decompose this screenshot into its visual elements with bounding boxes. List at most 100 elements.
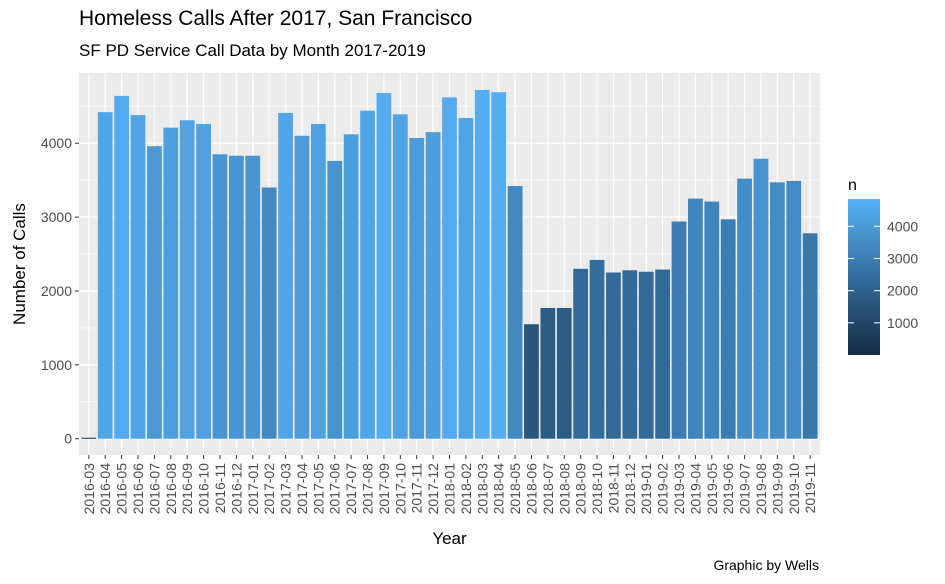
x-tick-label: 2016-09 [179,463,195,515]
chart-title: Homeless Calls After 2017, San Francisco [79,7,473,30]
x-tick-label: 2017-06 [327,463,343,515]
bar-2016-11 [212,154,228,439]
x-tick-label: 2019-06 [720,463,736,515]
bar-2016-12 [229,155,244,439]
legend: n 1000 2000 3000 4000 [848,177,918,355]
bar-2018-06 [524,324,539,439]
x-tick-label: 2017-10 [392,463,408,515]
bar-2019-06 [720,219,736,439]
x-tick-label: 2017-12 [425,463,441,515]
bar-2016-07 [147,146,162,439]
bar-2019-03 [671,221,687,439]
chart-subtitle: SF PD Service Call Data by Month 2017-20… [79,41,426,60]
y-tick-label: 0 [64,431,72,447]
x-tick-label: 2018-09 [573,463,589,515]
x-tick-label: 2016-11 [212,463,228,514]
x-tick-label: 2019-09 [769,463,785,515]
x-tick-label: 2016-05 [114,463,130,515]
bar-2016-09 [179,120,195,439]
x-tick-label: 2018-10 [589,463,605,515]
x-tick-label: 2017-03 [278,463,294,515]
bar-2018-02 [458,118,474,439]
x-tick-label: 2019-05 [704,463,720,515]
bar-2016-06 [130,115,146,439]
x-tick-label: 2018-06 [523,463,539,515]
bar-2017-12 [425,132,441,439]
x-tick-label: 2018-07 [540,463,556,515]
bar-2017-10 [392,114,408,439]
x-axis: 2016-03 2016-04 2016-05 2016-06 2016-07 2016-… [81,455,818,514]
bar-2017-05 [310,123,326,439]
y-tick-label: 3000 [41,209,72,225]
legend-title: n [848,177,857,194]
x-tick-label: 2019-11 [802,463,818,514]
x-tick-label: 2016-10 [196,463,212,515]
bar-2018-07 [540,307,556,439]
bar-2017-04 [294,135,310,439]
legend-label: 2000 [887,283,918,299]
x-tick-label: 2016-04 [97,463,113,515]
legend-label: 3000 [887,251,918,267]
bar-2018-04 [491,92,507,439]
x-tick-label: 2017-09 [376,463,392,515]
x-tick-label: 2016-06 [130,463,146,515]
x-tick-label: 2016-08 [163,463,179,515]
x-tick-label: 2019-02 [655,463,671,515]
x-tick-label: 2018-03 [474,463,490,515]
bar-2017-02 [261,187,277,439]
bar-2019-09 [769,182,785,439]
bar-2019-08 [753,158,769,439]
x-tick-label: 2019-07 [737,463,753,515]
bar-2016-10 [196,123,211,439]
x-tick-label: 2017-11 [409,463,425,514]
bar-2018-11 [606,272,621,439]
bar-2018-09 [573,268,589,439]
x-tick-label: 2017-07 [343,463,359,515]
bar-2016-03 [81,437,97,439]
x-tick-label: 2018-05 [507,463,523,515]
y-axis-title: Number of Calls [10,203,29,325]
bar-2018-10 [589,259,605,439]
bar-2016-08 [163,127,179,439]
x-tick-label: 2017-05 [310,463,326,515]
bar-2018-05 [507,186,523,439]
x-axis-title: Year [432,529,467,548]
legend-colorbar [848,199,880,355]
bar-2016-05 [114,95,130,439]
bar-2019-02 [655,269,670,439]
bar-2018-01 [442,97,457,439]
bars [81,89,818,439]
bar-2016-04 [97,112,113,439]
x-tick-label: 2016-03 [81,463,97,515]
x-tick-label: 2016-12 [228,463,244,515]
x-tick-label: 2018-04 [491,463,507,515]
y-tick-label: 1000 [41,357,72,373]
bar-2017-06 [327,160,343,439]
x-tick-label: 2017-01 [245,463,261,515]
x-tick-label: 2019-01 [638,463,654,515]
x-tick-label: 2018-02 [458,463,474,515]
bar-2018-12 [622,270,638,439]
y-tick-label: 2000 [41,283,72,299]
bar-2017-07 [343,134,359,439]
x-tick-label: 2019-04 [687,463,703,515]
x-tick-label: 2016-07 [146,463,162,515]
bar-2017-01 [245,155,261,439]
x-tick-label: 2017-04 [294,463,310,515]
bar-2019-10 [786,180,802,439]
x-tick-label: 2019-10 [786,463,802,515]
bar-2019-01 [638,271,654,439]
x-tick-label: 2018-08 [556,463,572,515]
chart-caption: Graphic by Wells [713,557,819,573]
bar-2017-03 [278,112,293,439]
x-tick-label: 2018-12 [622,463,638,515]
bar-2017-08 [360,110,375,439]
bar-2019-07 [737,178,752,439]
x-tick-label: 2017-02 [261,463,277,515]
x-tick-label: 2018-01 [442,463,458,515]
y-tick-label: 4000 [41,135,72,151]
bar-2018-03 [474,89,490,439]
x-tick-label: 2019-03 [671,463,687,515]
x-tick-label: 2019-08 [753,463,769,515]
